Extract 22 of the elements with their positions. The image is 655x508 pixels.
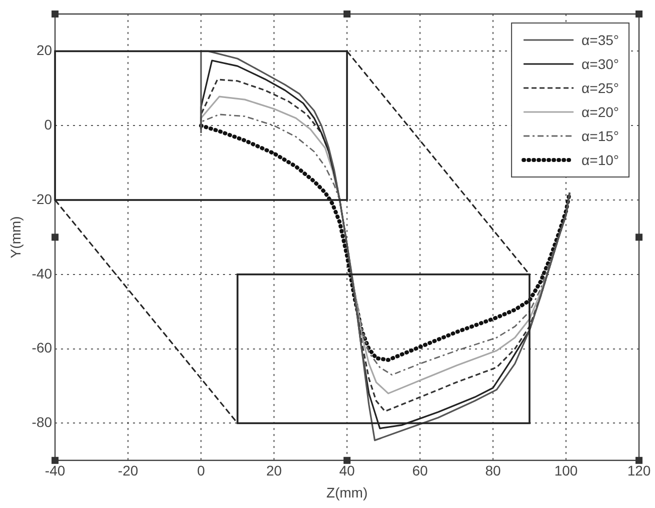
x-axis-title: Z(mm) bbox=[326, 484, 368, 500]
x-tick-label: 20 bbox=[266, 462, 282, 479]
x-tick-label: -20 bbox=[118, 462, 138, 479]
legend-label: α=20° bbox=[582, 104, 620, 120]
legend-label: α=30° bbox=[582, 56, 620, 72]
x-tick-label: 0 bbox=[197, 462, 206, 479]
y-tick-label: -60 bbox=[32, 340, 52, 356]
legend-label: α=15° bbox=[582, 128, 620, 144]
legend-label: α=35° bbox=[582, 32, 620, 48]
x-tick-label: 40 bbox=[339, 462, 356, 479]
legend-label: α=25° bbox=[582, 80, 620, 96]
y-axis-title: Y(mm) bbox=[7, 216, 24, 258]
y-tick-label: 0 bbox=[44, 116, 52, 132]
y-tick-label: -40 bbox=[32, 265, 52, 282]
y-tick-label: 20 bbox=[36, 42, 52, 58]
legend-label: α=10° bbox=[582, 152, 620, 168]
x-tick-label: 100 bbox=[554, 462, 578, 479]
y-tick-label: -20 bbox=[32, 190, 52, 207]
y-tick-label: -80 bbox=[32, 414, 52, 430]
x-tick-label: 120 bbox=[627, 462, 651, 479]
x-tick-label: 80 bbox=[485, 462, 502, 479]
x-tick-label: 60 bbox=[412, 462, 428, 479]
